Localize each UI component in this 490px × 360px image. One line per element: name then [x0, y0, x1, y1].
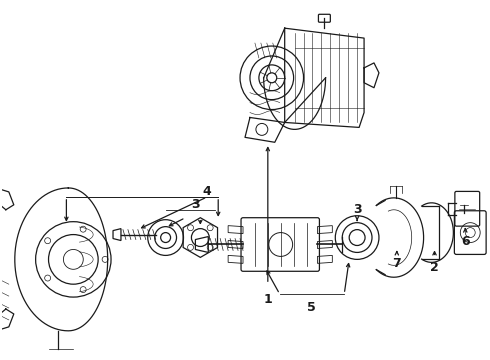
Text: 6: 6 — [461, 235, 469, 248]
Text: 7: 7 — [392, 257, 401, 270]
Text: 4: 4 — [203, 185, 212, 198]
Text: 1: 1 — [264, 293, 272, 306]
Text: 3: 3 — [353, 203, 362, 216]
Text: 5: 5 — [307, 301, 316, 314]
Text: 2: 2 — [430, 261, 439, 274]
Text: 3: 3 — [191, 198, 200, 211]
